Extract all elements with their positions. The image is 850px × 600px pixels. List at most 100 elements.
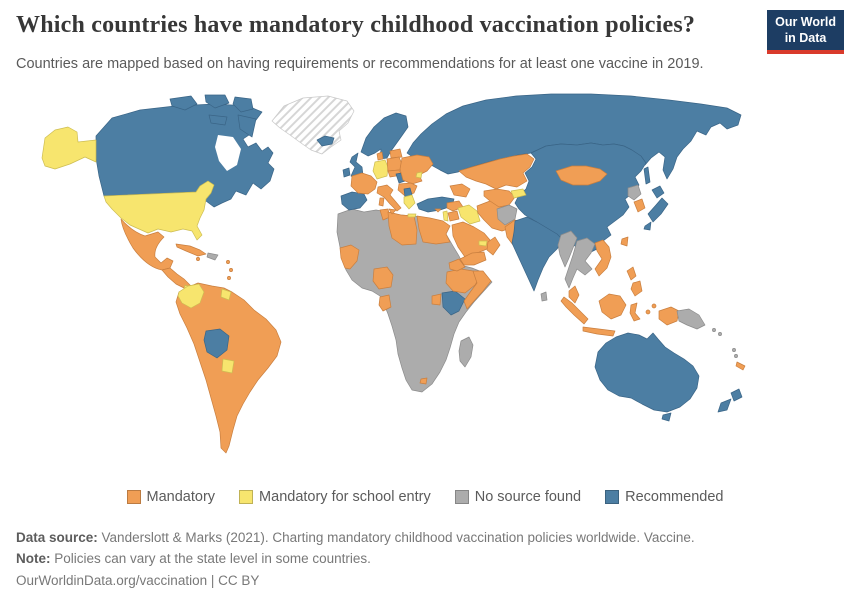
region-new-caledonia[interactable]: [735, 361, 746, 371]
region-bolivia[interactable]: [203, 328, 230, 359]
region-sardinia[interactable]: [378, 197, 385, 207]
legend-item-mandatory[interactable]: Mandatory: [126, 489, 215, 505]
region-greenland[interactable]: [271, 95, 355, 155]
region-mexico[interactable]: [120, 218, 174, 271]
region-papua-new-guinea[interactable]: [676, 308, 706, 330]
region-cuba[interactable]: [175, 243, 207, 257]
region-japan-kyushu[interactable]: [643, 221, 652, 231]
region-myanmar[interactable]: [557, 230, 578, 268]
region-solomon-2[interactable]: [718, 332, 722, 336]
region-taiwan[interactable]: [620, 236, 629, 247]
region-sumatra[interactable]: [560, 296, 589, 325]
region-baltics[interactable]: [389, 148, 403, 159]
region-ethiopia[interactable]: [445, 268, 482, 294]
region-arctic-1[interactable]: [169, 95, 198, 111]
legend-item-no_source_found[interactable]: No source found: [454, 489, 581, 505]
owid-logo[interactable]: Our World in Data: [767, 10, 844, 55]
region-west-africa[interactable]: [339, 244, 360, 270]
region-australia[interactable]: [594, 332, 700, 413]
region-arctic-4[interactable]: [208, 114, 228, 126]
region-colombia[interactable]: [177, 283, 205, 309]
region-egypt[interactable]: [416, 215, 451, 245]
region-madagascar[interactable]: [458, 336, 474, 368]
region-mongolia[interactable]: [555, 165, 608, 186]
legend-swatch-mandatory_school_entry: [239, 490, 254, 504]
region-lesotho[interactable]: [419, 377, 428, 385]
region-moldova[interactable]: [415, 171, 423, 179]
region-antilles-2[interactable]: [229, 268, 233, 272]
region-kazakhstan[interactable]: [458, 153, 535, 190]
region-france[interactable]: [350, 172, 378, 195]
region-philippines-north[interactable]: [626, 266, 637, 281]
region-vietnam[interactable]: [594, 239, 612, 277]
region-italy[interactable]: [376, 184, 402, 212]
region-japan-hokkaido[interactable]: [651, 185, 665, 199]
region-denmark[interactable]: [376, 151, 384, 161]
region-crete[interactable]: [407, 213, 417, 218]
region-eastern-europe[interactable]: [399, 154, 434, 185]
region-java[interactable]: [582, 326, 616, 337]
region-united-states[interactable]: [103, 180, 215, 241]
region-japan-honshu[interactable]: [647, 197, 669, 223]
region-sulawesi[interactable]: [629, 302, 641, 322]
region-china[interactable]: [514, 142, 647, 254]
region-greece[interactable]: [403, 194, 416, 210]
region-new-zealand-south[interactable]: [717, 398, 732, 413]
region-iraq[interactable]: [457, 204, 481, 225]
region-alaska[interactable]: [41, 126, 97, 170]
owid-logo-line1: Our World: [775, 15, 836, 29]
region-india[interactable]: [511, 216, 564, 292]
region-kyrgyzstan[interactable]: [510, 188, 527, 199]
region-ireland[interactable]: [342, 167, 351, 178]
region-somalia[interactable]: [463, 270, 492, 310]
region-paraguay[interactable]: [221, 358, 235, 374]
region-borneo[interactable]: [598, 293, 627, 320]
region-nordic-countries[interactable]: [360, 112, 409, 160]
region-malaysia-peninsula[interactable]: [568, 285, 580, 304]
region-north-korea[interactable]: [627, 184, 642, 201]
region-antilles-3[interactable]: [227, 276, 231, 280]
region-vanuatu-2[interactable]: [734, 354, 738, 358]
region-oman[interactable]: [486, 236, 501, 256]
region-solomon-1[interactable]: [712, 328, 716, 332]
region-tasmania[interactable]: [661, 412, 672, 422]
region-arctic-2[interactable]: [204, 94, 230, 109]
region-caucasus[interactable]: [449, 183, 471, 198]
region-afghanistan[interactable]: [496, 204, 518, 226]
license-line[interactable]: OurWorldinData.org/vaccination | CC BY: [16, 572, 260, 588]
region-moluccas-1[interactable]: [645, 309, 651, 315]
region-new-zealand-north[interactable]: [730, 388, 743, 402]
region-philippines-south[interactable]: [630, 280, 643, 297]
world-map: [0, 88, 850, 480]
region-united-arab-emirates[interactable]: [478, 240, 488, 247]
region-uganda[interactable]: [431, 293, 442, 306]
region-arctic-5[interactable]: [237, 114, 257, 138]
region-sakhalin[interactable]: [643, 166, 651, 185]
region-south-korea[interactable]: [633, 198, 646, 213]
region-germany[interactable]: [372, 159, 389, 180]
region-nigeria[interactable]: [372, 266, 394, 290]
legend-item-mandatory_school_entry[interactable]: Mandatory for school entry: [239, 489, 431, 505]
region-iceland[interactable]: [316, 135, 335, 147]
region-jordan[interactable]: [447, 210, 460, 222]
region-jamaica[interactable]: [196, 257, 200, 261]
region-saudi-arabia[interactable]: [451, 221, 491, 258]
region-eritrea-djibouti[interactable]: [448, 258, 466, 272]
region-sri-lanka[interactable]: [540, 291, 548, 302]
region-cyprus[interactable]: [434, 208, 442, 213]
region-guyana[interactable]: [220, 288, 232, 301]
legend-item-recommended[interactable]: Recommended: [605, 489, 723, 505]
region-gabon[interactable]: [378, 294, 392, 312]
region-arctic-3[interactable]: [232, 96, 254, 113]
region-vanuatu-1[interactable]: [732, 348, 736, 352]
region-west-papua[interactable]: [658, 306, 680, 326]
region-sicily[interactable]: [388, 208, 397, 215]
region-hispaniola[interactable]: [206, 252, 219, 261]
region-yemen[interactable]: [459, 251, 487, 266]
region-moluccas-2[interactable]: [651, 303, 657, 309]
region-libya[interactable]: [387, 211, 418, 246]
region-iberia[interactable]: [340, 191, 368, 211]
region-antilles-1[interactable]: [226, 260, 230, 264]
region-thailand-laos-cambodia[interactable]: [564, 237, 596, 289]
region-israel[interactable]: [442, 210, 449, 222]
